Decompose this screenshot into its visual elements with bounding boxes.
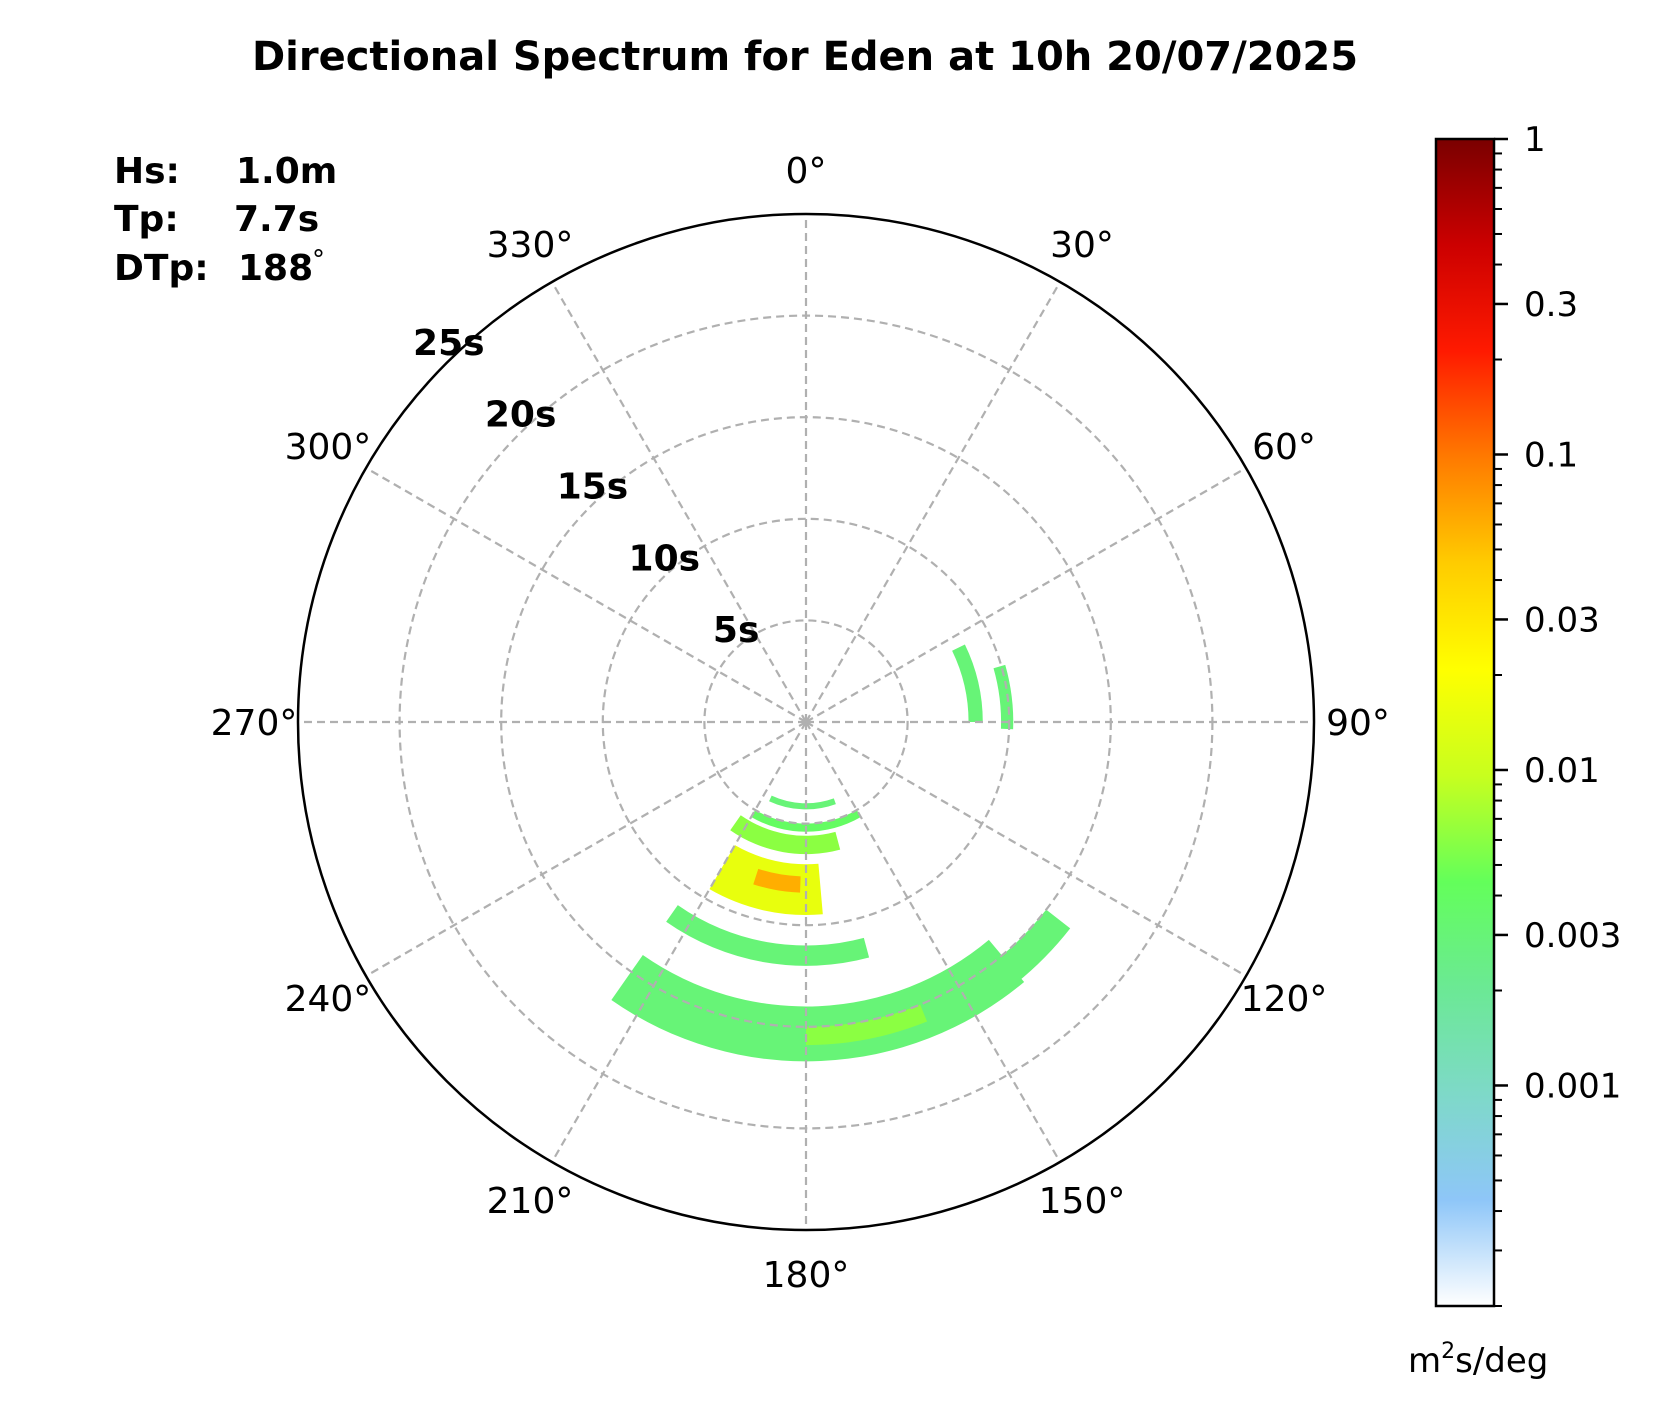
direction-grid-spokes (298, 214, 1314, 1230)
stat-dtp-value: 188 (238, 248, 313, 289)
grid-ring-10s (601, 517, 1011, 927)
direction-tick-90: 90° (1326, 703, 1390, 744)
stat-hs-value: 1.0m (236, 151, 337, 192)
grid-spoke-120 (805, 721, 1247, 977)
grid-spoke-30 (805, 281, 1061, 723)
direction-tick-180: 180° (763, 1255, 850, 1296)
period-tick-15s: 15s (557, 466, 629, 507)
direction-tick-300: 300° (285, 427, 372, 468)
period-tick-10s: 10s (629, 538, 701, 579)
period-tick-20s: 20s (485, 395, 557, 436)
grid-spoke-150 (805, 721, 1061, 1163)
spectrum-region-southeast-swell-arc (980, 909, 1071, 997)
stat-dtp-unit: ° (312, 245, 325, 275)
spectrum-region-main-peak-band-1 (769, 795, 836, 810)
direction-tick-60: 60° (1252, 427, 1316, 468)
colorbar-tick-label: 0.003 (1524, 916, 1621, 956)
colorbar-ticks: 1 0.3 0.1 0.03 0.01 0.003 0.001 (1494, 120, 1621, 1307)
period-tick-5s: 5s (713, 610, 759, 651)
colorbar-tick-label: 0.001 (1524, 1066, 1621, 1106)
period-tick-25s: 25s (413, 323, 485, 364)
colorbar-tick-label: 0.1 (1524, 435, 1578, 475)
grid-ring-5s (703, 619, 909, 825)
spectrum-region-south-band-mid (666, 905, 870, 966)
grid-spoke-330 (551, 281, 807, 723)
stat-tp-label: Tp: (114, 199, 179, 240)
colorbar (1434, 137, 1496, 1308)
colorbar-tick-label: 0.01 (1524, 751, 1600, 791)
colorbar-tick-label: 0.3 (1524, 285, 1578, 325)
direction-tick-0: 0° (786, 151, 827, 192)
direction-tick-150: 150° (1039, 1181, 1126, 1222)
spectrum-region-main-peak-band-3 (730, 815, 841, 855)
grid-spoke-60 (805, 467, 1247, 723)
direction-tick-210: 210° (487, 1181, 574, 1222)
direction-tick-270: 270° (211, 703, 298, 744)
direction-tick-labels: 0° 30° 60° 90° 120° 150° 180° 210° 240° 270° 300° 3… (211, 151, 1390, 1296)
colorbar-unit: m2s/deg (1408, 1339, 1548, 1381)
direction-tick-330: 330° (487, 225, 574, 266)
direction-tick-120: 120° (1241, 979, 1328, 1020)
spectrum-region-main-peak-max (753, 868, 801, 893)
spectrum-regions (611, 644, 1071, 1062)
chart-title: Directional Spectrum for Eden at 10h 20/… (252, 34, 1358, 80)
stat-dtp-label: DTp: (114, 248, 209, 289)
spectrum-region-south-swell-core (806, 1004, 928, 1046)
spectrum-region-south-swell-wide (611, 939, 1025, 1062)
stat-hs-label: Hs: (114, 151, 180, 192)
polar-frame (296, 212, 1316, 1232)
stats-box: Hs: 1.0m Tp: 7.7s DTp: 188 ° (114, 151, 337, 289)
spectrum-region-east-swell-inner (952, 644, 983, 722)
colorbar-tick-label: 0.03 (1524, 600, 1600, 640)
spectrum-region-main-peak-band-2 (751, 809, 861, 832)
direction-tick-30: 30° (1050, 225, 1114, 266)
grid-spoke-300 (365, 467, 807, 723)
direction-tick-240: 240° (285, 979, 372, 1020)
grid-spoke-240 (365, 721, 807, 977)
grid-spoke-210 (551, 721, 807, 1163)
stat-tp-value: 7.7s (234, 199, 319, 240)
colorbar-tick-label: 1 (1524, 120, 1546, 160)
